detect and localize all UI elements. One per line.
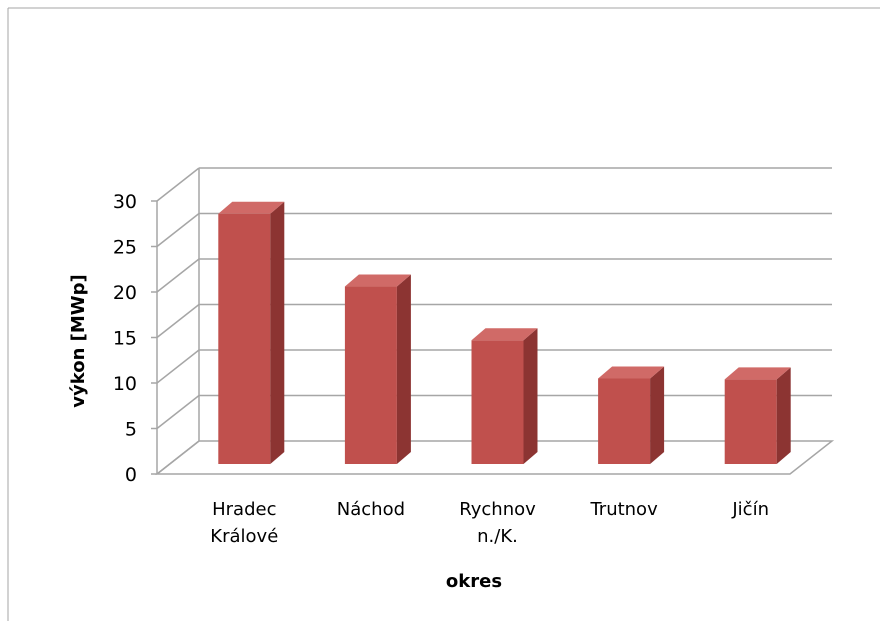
x-category-label: Náchod — [337, 499, 405, 520]
x-category-label: Jičín — [731, 499, 769, 520]
chart-border — [7, 7, 880, 621]
bar-front — [724, 379, 777, 464]
gridline-side — [156, 303, 200, 339]
y-axis-title: výkon [MWp] — [68, 274, 89, 408]
bar — [724, 367, 791, 464]
bar — [471, 328, 538, 464]
y-tick-label: 30 — [113, 191, 137, 213]
bar-side — [523, 328, 538, 464]
chart-floor — [154, 440, 835, 475]
bar-front — [218, 213, 271, 464]
y-tick-label: 25 — [113, 237, 137, 259]
x-category-label: Trutnov — [589, 499, 658, 520]
bars — [218, 201, 791, 464]
y-tick-label: 15 — [113, 328, 137, 350]
bar-top — [471, 328, 538, 341]
gridline-side — [156, 212, 200, 248]
x-axis-title: okres — [446, 571, 502, 592]
x-category-labels: Hradec Králové Náchod Rychnov n./K. Trutnov Ji… — [210, 499, 769, 547]
y-tick-label: 10 — [113, 373, 137, 395]
y-tick-label: 0 — [125, 464, 137, 486]
bar-front — [344, 286, 397, 464]
bar-front — [471, 340, 524, 464]
x-category-label: Hradec Králové — [210, 499, 278, 547]
bar — [344, 274, 411, 464]
x-category-label: Rychnov n./K. — [459, 499, 536, 547]
bar — [598, 366, 665, 464]
y-tick-labels: 0 5 10 15 20 25 30 — [113, 191, 137, 486]
y-tick-label: 20 — [113, 282, 137, 304]
gridline-side — [156, 167, 200, 202]
bar-top — [218, 201, 285, 214]
bar-side — [776, 367, 791, 464]
bar-top — [598, 366, 665, 379]
gridline-side — [156, 394, 200, 430]
bar-side — [650, 366, 665, 464]
y-tick-label: 5 — [125, 419, 137, 441]
gridline-side — [156, 258, 200, 293]
bar-side — [270, 201, 285, 464]
axes — [151, 200, 835, 475]
bar-side — [396, 274, 411, 464]
gridline-side — [156, 349, 200, 384]
bar-top — [724, 367, 791, 380]
bar — [218, 201, 285, 464]
bar-top — [344, 274, 411, 287]
bar-front — [598, 378, 651, 464]
